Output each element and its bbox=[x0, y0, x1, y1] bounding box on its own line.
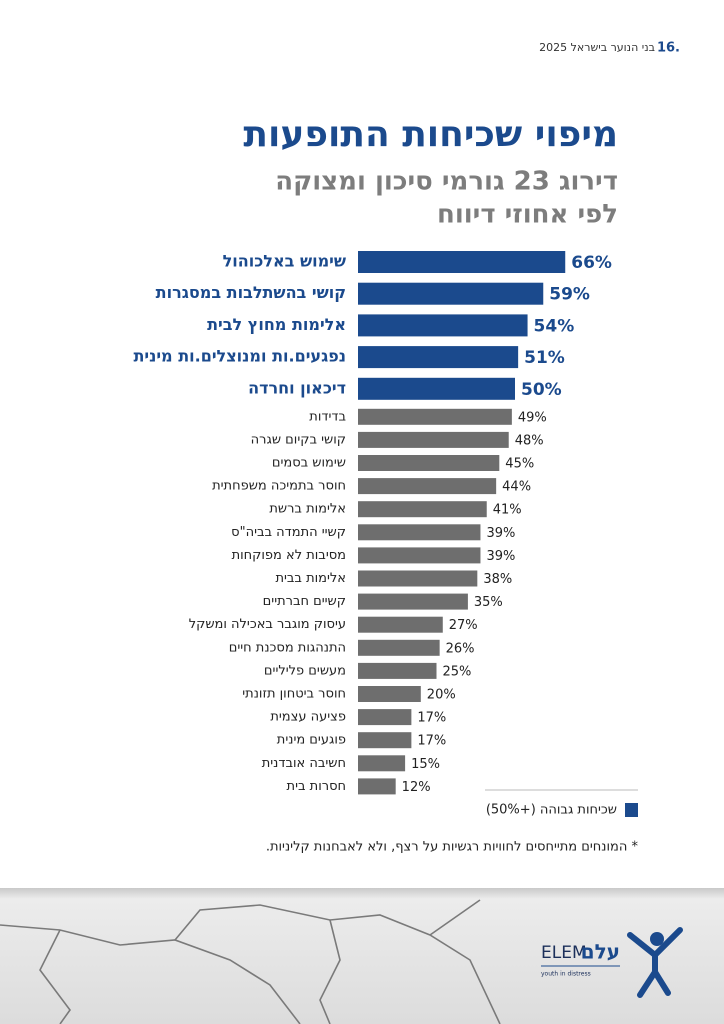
value-label: 54% bbox=[534, 316, 575, 336]
category-label: חוסר בתמיכה משפחתית bbox=[212, 479, 346, 494]
value-label: 44% bbox=[502, 480, 531, 495]
value-label: 15% bbox=[411, 757, 440, 772]
value-label: 39% bbox=[486, 526, 515, 541]
header-title: בני הנוער בישראל 2025 bbox=[539, 41, 655, 54]
bar bbox=[358, 501, 487, 518]
bar bbox=[358, 686, 421, 702]
bar bbox=[358, 251, 566, 273]
category-label: פציעה עצמית bbox=[270, 710, 346, 725]
category-label: מסיבות לא מפוקחות bbox=[232, 548, 346, 563]
logo-latin: ELEM bbox=[541, 943, 587, 963]
category-label: נפגעים.ות ומנוצלים.ות מינית bbox=[133, 347, 346, 366]
legend-label: שכיחות גבוהה (+50%) bbox=[486, 803, 617, 818]
bar bbox=[358, 478, 497, 495]
category-label: אלימות בבית bbox=[275, 571, 346, 586]
value-label: 26% bbox=[446, 641, 475, 656]
value-label: 48% bbox=[515, 433, 544, 448]
value-label: 59% bbox=[549, 285, 590, 305]
category-label: חסרות בית bbox=[287, 779, 346, 794]
bar bbox=[358, 616, 443, 633]
bar bbox=[358, 408, 512, 425]
category-label: אלימות מחוץ לבית bbox=[207, 315, 346, 334]
bar bbox=[358, 570, 478, 587]
bar bbox=[358, 755, 406, 772]
category-label: קשיים חברתיים bbox=[263, 594, 346, 609]
logo: ELEM עלם youth in distress bbox=[541, 927, 683, 998]
category-label: קושי בקיום שגרה bbox=[251, 432, 346, 447]
logo-head bbox=[650, 932, 664, 946]
value-label: 35% bbox=[474, 595, 503, 610]
bar bbox=[358, 524, 481, 541]
value-label: 17% bbox=[417, 711, 446, 726]
category-label: פוגעים מינית bbox=[277, 733, 346, 748]
footnote: * המונחים מתייחסים לחוויות רגשיות על רצף… bbox=[266, 840, 639, 855]
value-label: 20% bbox=[427, 688, 456, 703]
value-label: 51% bbox=[524, 348, 565, 368]
bar bbox=[358, 547, 481, 564]
category-label: קושי בהשתלבות במסגרות bbox=[156, 283, 346, 302]
logo-hebrew: עלם bbox=[581, 940, 620, 964]
bar bbox=[358, 732, 412, 749]
bar bbox=[358, 314, 528, 337]
chart-title: מיפוי שכיחות התופעות bbox=[243, 114, 618, 155]
value-label: 27% bbox=[449, 618, 478, 633]
value-label: 17% bbox=[417, 734, 446, 749]
bar bbox=[358, 593, 468, 610]
bar bbox=[358, 282, 544, 305]
value-label: 66% bbox=[571, 253, 612, 273]
category-label: דיכאון וחרדה bbox=[248, 378, 346, 397]
bar bbox=[358, 778, 396, 795]
bar bbox=[358, 346, 519, 369]
category-label: חוסר ביטחון תזונתי bbox=[242, 687, 346, 702]
category-label: חשיבה אובדנית bbox=[262, 756, 346, 771]
page-number: 16. bbox=[657, 41, 680, 56]
category-label: עיסוק מוגבר באכילה ומשקל bbox=[189, 617, 346, 632]
category-label: שימוש בסמים bbox=[272, 456, 346, 471]
value-label: 38% bbox=[483, 572, 512, 587]
value-label: 45% bbox=[505, 457, 534, 472]
chart-subtitle: דירוג 23 גורמי סיכון ומצוקה bbox=[275, 167, 618, 197]
category-label: אלימות ברשת bbox=[269, 502, 346, 517]
category-label: התנהגות מסכנת חיים bbox=[229, 640, 346, 655]
value-label: 12% bbox=[402, 780, 431, 795]
logo-tagline: youth in distress bbox=[541, 971, 591, 978]
category-label: קשיי התמדה בביה"ס bbox=[231, 525, 346, 540]
category-label: בדידות bbox=[309, 409, 346, 424]
value-label: 25% bbox=[443, 664, 472, 679]
bar bbox=[358, 662, 437, 679]
legend-swatch bbox=[625, 803, 638, 817]
value-label: 41% bbox=[493, 503, 522, 518]
bar bbox=[358, 377, 515, 400]
bar bbox=[358, 455, 500, 471]
bar bbox=[358, 431, 509, 448]
chart-subtitle: לפי אחוזי דיווח bbox=[437, 200, 618, 230]
footer-background bbox=[0, 888, 724, 1024]
value-label: 49% bbox=[518, 410, 547, 425]
logo-figure bbox=[627, 927, 683, 998]
category-label: שימוש באלכוהול bbox=[223, 252, 346, 271]
bar bbox=[358, 639, 440, 656]
bar bbox=[358, 709, 412, 726]
category-label: מעשים פליליים bbox=[264, 663, 346, 678]
cracks bbox=[0, 899, 501, 1024]
value-label: 39% bbox=[486, 549, 515, 564]
value-label: 50% bbox=[521, 380, 562, 400]
